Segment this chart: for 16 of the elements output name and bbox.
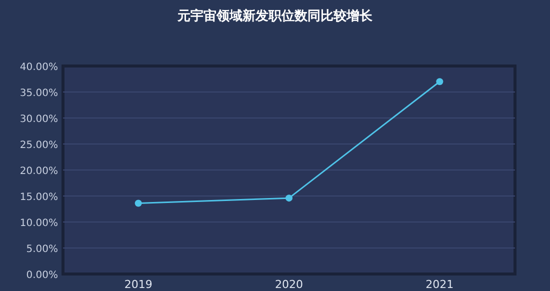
x-tick-label: 2019 [124,278,152,291]
y-tick-label: 10.00% [20,218,58,229]
y-tick-label: 35.00% [20,88,58,99]
y-tick-label: 5.00% [26,244,58,255]
point [436,78,444,86]
y-tick-label: 20.00% [20,166,58,177]
chart-title: 元宇宙领域新发职位数同比较增长 [176,8,374,24]
point [286,194,292,202]
y-tick-label: 0.00% [26,270,58,281]
x-tick-label: 2021 [426,278,454,291]
y-tick-label: 15.00% [20,192,58,203]
point [134,200,142,207]
y-tick-label: 25.00% [20,140,58,151]
x-tick-label: 2020 [275,278,303,291]
y-tick-label: 40.00% [20,62,58,73]
y-tick-label: 30.00% [20,114,58,125]
